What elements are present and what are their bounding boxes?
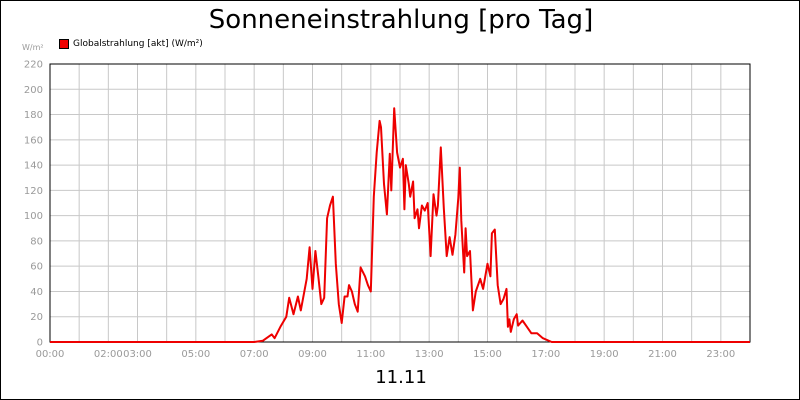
x-tick-label: 21:00 (648, 349, 677, 360)
x-tick-label: 00:00 (36, 349, 65, 360)
x-tick-label: 03:00 (123, 349, 152, 360)
y-tick-label: 0 (37, 338, 43, 349)
y-tick-label: 20 (30, 312, 43, 323)
x-tick-label: 07:00 (240, 349, 269, 360)
x-tick-label: 19:00 (590, 349, 619, 360)
y-tick-label: 180 (24, 110, 43, 121)
legend-label: Globalstrahlung [akt] (W/m²) (73, 39, 203, 49)
x-tick-label: 02:00 (94, 349, 123, 360)
y-tick-label: 220 (24, 60, 43, 71)
x-tick-label: 17:00 (531, 349, 560, 360)
y-tick-label: 40 (30, 287, 43, 298)
y-tick-label: 160 (24, 135, 43, 146)
y-tick-label: 60 (30, 262, 43, 273)
plot-border (49, 63, 751, 343)
x-axis-title: 11.11 (375, 367, 427, 388)
legend: Globalstrahlung [akt] (W/m²) (59, 39, 203, 49)
x-tick-label: 13:00 (415, 349, 444, 360)
y-tick-label: 140 (24, 161, 43, 172)
y-tick-label: 100 (24, 211, 43, 222)
x-tick-label: 15:00 (473, 349, 502, 360)
x-tick-label: 09:00 (298, 349, 327, 360)
x-tick-label: 05:00 (181, 349, 210, 360)
series-line (50, 107, 750, 343)
x-tick-label: 23:00 (706, 349, 735, 360)
chart-title: Sonneneinstrahlung [pro Tag] (208, 5, 594, 35)
y-tick-label: 200 (24, 85, 43, 96)
y-tick-label: 80 (30, 236, 43, 247)
x-tick-label: 11:00 (356, 349, 385, 360)
y-tick-label: 120 (24, 186, 43, 197)
y-axis-unit: W/m² (22, 43, 44, 52)
legend-swatch (59, 39, 69, 49)
